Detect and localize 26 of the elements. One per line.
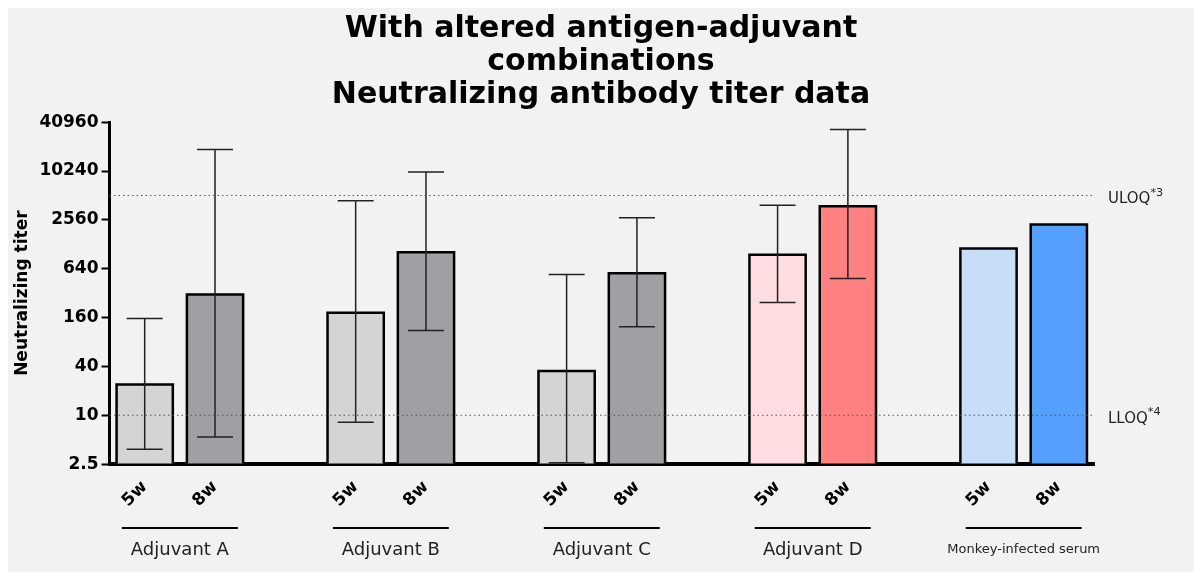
x-tick-label: 5w	[538, 475, 573, 510]
text: Adjuvant B	[341, 537, 440, 559]
chart-title: With altered antigen-adjuvant combinations	[343, 9, 859, 77]
x-tick-label: 8w	[398, 475, 433, 510]
x-tick-label: 8w	[187, 475, 222, 510]
x-tick-label: 5w	[117, 475, 151, 510]
text: Adjuvant C	[552, 537, 651, 559]
y-tick-label: 40	[74, 354, 99, 375]
x-tick-label: 5w	[960, 475, 995, 510]
y-tick-label: 40960	[39, 110, 99, 131]
y-axis-title: Neutralizing titer	[10, 209, 31, 376]
x-tick-label: 8w	[820, 475, 855, 510]
y-tick-label: 2560	[51, 208, 99, 229]
y-tick-label: 640	[63, 257, 99, 278]
y-tick-label: 2.5	[68, 452, 99, 473]
text: Adjuvant D	[762, 537, 863, 559]
y-tick-label: 10	[74, 403, 99, 424]
x-tick-label: 5w	[327, 475, 362, 510]
chart-subtitle: Neutralizing antibody titer data	[330, 75, 872, 110]
x-tick-label: 8w	[609, 475, 644, 510]
y-tick-label: 10240	[39, 159, 99, 180]
text: Monkey-infected serum	[947, 541, 1101, 557]
x-tick-label: 5w	[749, 475, 784, 510]
text: Adjuvant A	[130, 537, 230, 559]
x-tick-label: 8w	[1031, 475, 1065, 510]
y-tick-label: 160	[63, 306, 99, 326]
